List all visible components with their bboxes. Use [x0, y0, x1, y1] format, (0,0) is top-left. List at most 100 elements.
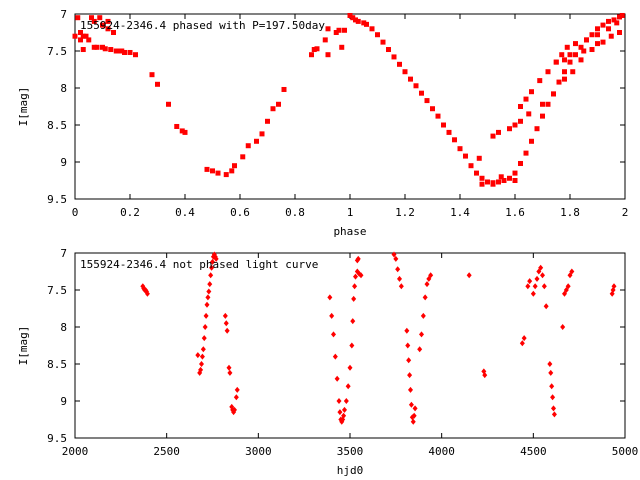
- phased-light-curve-panel: 7 7.5 8 8.5 9 9.5 0 0.2 0.4 0.6 0.8 1 1.2 1.4 1.6 1.8 2…: [17, 8, 628, 238]
- data-point: [206, 288, 212, 295]
- data-point: [408, 76, 413, 82]
- unphased-light-curve-panel: 7 7.5 8 8.5 9 9.5 2000 2500 3000 3500 4000 4500 500…: [17, 247, 638, 477]
- data-point: [411, 412, 417, 419]
- data-point: [350, 15, 356, 21]
- data-point: [417, 346, 423, 353]
- chart-title: 155924-2346.4 not phased light curve: [80, 258, 318, 271]
- data-point: [211, 251, 217, 258]
- data-points: [140, 251, 617, 425]
- data-point: [540, 101, 545, 107]
- y-tick-label: 7: [60, 8, 67, 21]
- data-point: [419, 90, 424, 96]
- data-point: [199, 361, 204, 367]
- data-point: [490, 181, 496, 187]
- data-point: [355, 18, 361, 24]
- data-point: [234, 386, 240, 393]
- data-point: [229, 168, 235, 174]
- data-point: [179, 128, 185, 134]
- x-tick-label: 1: [347, 206, 354, 219]
- data-point: [314, 46, 320, 52]
- data-point: [424, 98, 430, 104]
- data-point: [550, 394, 556, 401]
- data-point: [380, 39, 386, 45]
- data-point: [606, 18, 611, 24]
- data-point: [111, 30, 116, 35]
- data-point: [578, 44, 584, 50]
- data-point: [529, 89, 534, 95]
- data-point: [518, 118, 523, 124]
- data-point: [108, 47, 114, 53]
- data-point: [527, 278, 533, 285]
- data-point: [89, 15, 94, 21]
- data-point: [512, 170, 518, 176]
- data-point: [452, 137, 457, 143]
- data-point: [215, 170, 221, 176]
- data-point: [210, 168, 215, 174]
- data-point: [208, 272, 214, 279]
- data-point: [553, 59, 559, 65]
- data-point: [578, 57, 584, 63]
- data-point: [565, 283, 571, 290]
- data-point: [341, 412, 347, 419]
- data-point: [540, 113, 545, 119]
- y-tick-label: 8: [60, 321, 67, 334]
- data-point: [199, 353, 205, 360]
- data-point: [410, 418, 416, 425]
- data-point: [608, 33, 614, 39]
- data-point: [551, 411, 557, 418]
- data-point: [479, 175, 485, 181]
- y-tick-label: 9.5: [47, 432, 67, 445]
- data-point: [619, 12, 625, 18]
- data-point: [336, 27, 342, 33]
- y-tick-label: 7.5: [47, 45, 67, 58]
- data-point: [573, 41, 578, 47]
- data-point: [232, 406, 237, 413]
- data-point: [518, 160, 523, 166]
- data-point: [560, 324, 566, 330]
- data-point: [204, 166, 210, 172]
- data-point: [336, 398, 342, 404]
- data-point: [391, 54, 397, 60]
- y-tick-label: 7.5: [47, 284, 67, 297]
- data-point: [547, 361, 553, 367]
- data-point: [78, 30, 83, 35]
- data-point: [116, 48, 122, 54]
- data-point: [386, 47, 391, 53]
- data-point: [240, 154, 246, 160]
- data-point: [413, 83, 419, 89]
- data-point: [567, 52, 573, 58]
- data-point: [551, 91, 556, 97]
- data-point: [479, 181, 485, 187]
- data-point: [595, 26, 600, 32]
- data-point: [200, 346, 206, 353]
- data-point: [205, 294, 211, 301]
- data-point: [80, 33, 86, 39]
- data-point: [435, 113, 441, 119]
- data-point: [407, 372, 413, 379]
- data-point: [534, 275, 540, 282]
- data-point: [584, 37, 589, 43]
- data-point: [358, 272, 364, 279]
- data-point: [224, 327, 230, 334]
- data-point: [408, 401, 414, 408]
- data-point: [457, 146, 463, 152]
- data-point: [570, 69, 576, 75]
- data-point: [333, 30, 339, 35]
- data-points: [72, 12, 625, 187]
- x-tick-label: 0: [72, 206, 79, 219]
- data-point: [342, 406, 347, 413]
- data-point: [397, 275, 402, 282]
- data-point: [207, 281, 213, 288]
- data-point: [78, 37, 83, 43]
- x-axis-label: hjd0: [337, 464, 364, 477]
- data-point: [496, 129, 501, 135]
- y-axis-ticks: 7 7.5 8 8.5 9 9.5: [47, 8, 625, 206]
- data-point: [100, 44, 105, 50]
- data-point: [551, 405, 556, 412]
- data-point: [325, 52, 331, 58]
- data-point: [606, 26, 611, 32]
- x-tick-label: 4000: [428, 445, 455, 458]
- data-point: [485, 179, 490, 185]
- x-axis-label: phase: [333, 225, 366, 238]
